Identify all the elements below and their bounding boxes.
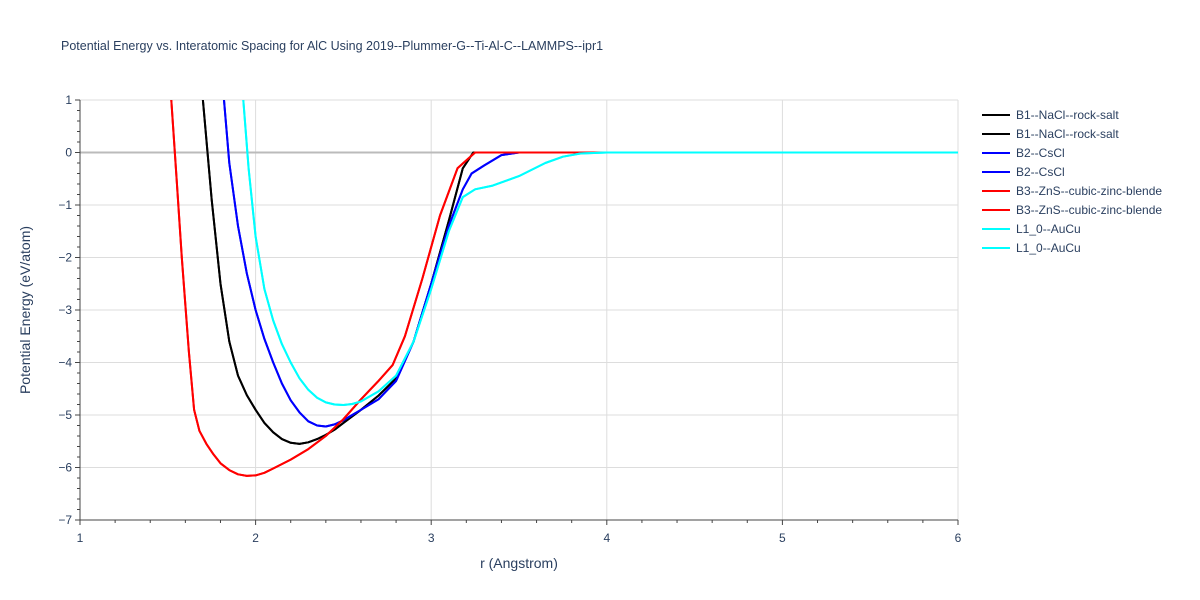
- x-tick-label: 6: [955, 531, 962, 545]
- y-tick-label: 0: [65, 146, 72, 160]
- legend[interactable]: B1--NaCl--rock-salt B1--NaCl--rock-salt B2…: [982, 108, 1162, 255]
- y-tick-label: −4: [58, 356, 72, 370]
- y-tick-label: −2: [58, 251, 72, 265]
- legend-item[interactable]: L1_0--AuCu: [982, 241, 1081, 255]
- legend-item[interactable]: L1_0--AuCu: [982, 222, 1081, 236]
- legend-item[interactable]: B3--ZnS--cubic-zinc-blende: [982, 184, 1162, 198]
- legend-label: B1--NaCl--rock-salt: [1016, 108, 1119, 122]
- legend-item[interactable]: B3--ZnS--cubic-zinc-blende: [982, 203, 1162, 217]
- y-tick-label: −7: [58, 513, 72, 527]
- y-tick-label: −3: [58, 303, 72, 317]
- y-tick-label: −5: [58, 408, 72, 422]
- series-line-7: [242, 100, 958, 406]
- legend-label: L1_0--AuCu: [1016, 241, 1081, 255]
- legend-label: B3--ZnS--cubic-zinc-blende: [1016, 184, 1162, 198]
- series-lines: [170, 100, 958, 477]
- tick-labels: 1 2 3 4 5 6 1 0 −1 −2 −3 −4 −5 −6 −7: [58, 93, 961, 545]
- chart-title: Potential Energy vs. Interatomic Spacing…: [61, 39, 603, 53]
- legend-item[interactable]: B1--NaCl--rock-salt: [982, 127, 1119, 141]
- legend-label: B2--CsCl: [1016, 165, 1065, 179]
- series-line-5: [170, 100, 958, 477]
- minor-ticks: [75, 99, 959, 525]
- x-axis-title: r (Angstrom): [480, 555, 558, 571]
- legend-label: B1--NaCl--rock-salt: [1016, 127, 1119, 141]
- y-tick-label: −6: [58, 461, 72, 475]
- legend-item[interactable]: B1--NaCl--rock-salt: [982, 108, 1119, 122]
- y-tick-label: 1: [65, 93, 72, 107]
- y-tick-label: −1: [58, 198, 72, 212]
- legend-item[interactable]: B2--CsCl: [982, 146, 1065, 160]
- legend-label: L1_0--AuCu: [1016, 222, 1081, 236]
- x-tick-label: 4: [603, 531, 610, 545]
- axes: [79, 100, 958, 521]
- x-tick-label: 3: [428, 531, 435, 545]
- legend-label: B3--ZnS--cubic-zinc-blende: [1016, 203, 1162, 217]
- x-tick-label: 5: [779, 531, 786, 545]
- y-axis-title: Potential Energy (eV/atom): [17, 226, 33, 394]
- legend-label: B2--CsCl: [1016, 146, 1065, 160]
- x-tick-label: 1: [77, 531, 84, 545]
- series-line-3: [223, 100, 958, 428]
- legend-item[interactable]: B2--CsCl: [982, 165, 1065, 179]
- x-tick-label: 2: [252, 531, 259, 545]
